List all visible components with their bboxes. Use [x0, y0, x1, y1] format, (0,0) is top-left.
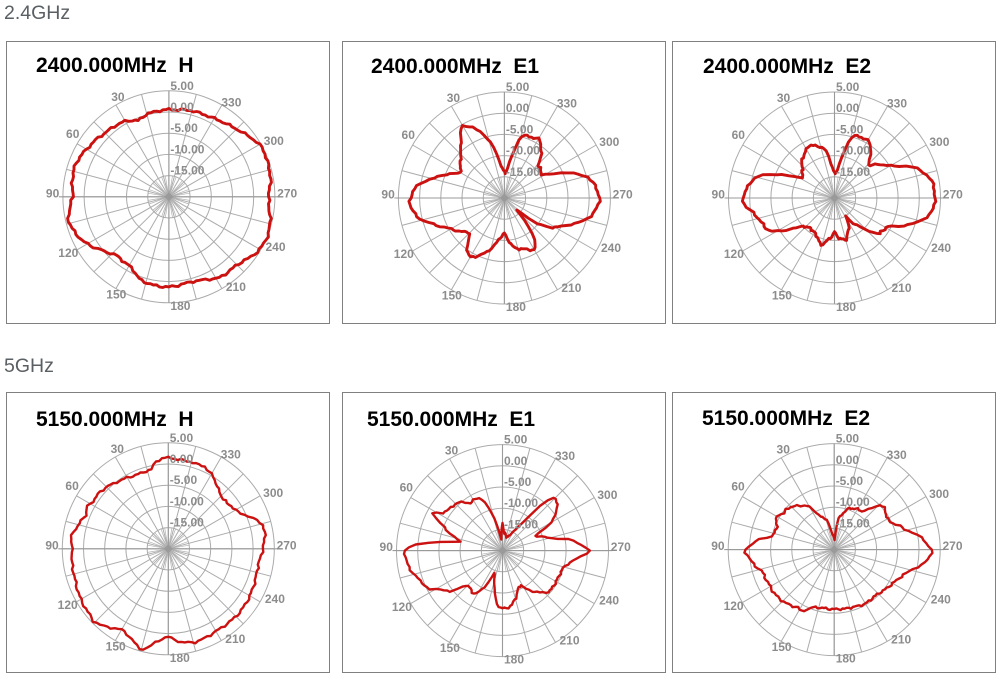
- svg-text:240: 240: [599, 594, 619, 608]
- svg-text:150: 150: [440, 641, 460, 655]
- svg-text:5.00: 5.00: [170, 79, 194, 93]
- svg-text:0.00: 0.00: [836, 101, 860, 115]
- svg-text:240: 240: [931, 241, 951, 255]
- svg-text:270: 270: [277, 538, 297, 552]
- svg-text:330: 330: [221, 95, 241, 109]
- svg-text:-10.00: -10.00: [170, 142, 204, 156]
- svg-text:5.00: 5.00: [170, 431, 194, 445]
- svg-text:300: 300: [929, 487, 949, 501]
- svg-text:90: 90: [711, 539, 725, 553]
- svg-text:150: 150: [442, 289, 462, 303]
- svg-text:180: 180: [170, 651, 190, 665]
- svg-text:-15.00: -15.00: [170, 516, 204, 530]
- svg-text:60: 60: [402, 128, 416, 142]
- svg-text:300: 300: [264, 134, 284, 148]
- svg-text:30: 30: [447, 91, 461, 105]
- svg-text:240: 240: [265, 592, 285, 606]
- svg-text:-10.00: -10.00: [504, 496, 538, 510]
- svg-text:180: 180: [836, 300, 856, 314]
- svg-text:60: 60: [66, 127, 80, 141]
- svg-text:240: 240: [931, 593, 951, 607]
- svg-text:-10.00: -10.00: [836, 495, 870, 509]
- svg-text:330: 330: [221, 447, 241, 461]
- svg-text:300: 300: [599, 135, 619, 149]
- svg-text:300: 300: [929, 135, 949, 149]
- svg-text:-5.00: -5.00: [506, 122, 534, 136]
- svg-text:30: 30: [445, 444, 459, 458]
- svg-text:-15.00: -15.00: [836, 516, 870, 530]
- svg-text:-5.00: -5.00: [170, 121, 198, 135]
- svg-text:270: 270: [611, 540, 631, 554]
- svg-text:90: 90: [712, 188, 726, 202]
- svg-text:-15.00: -15.00: [504, 517, 538, 531]
- svg-text:330: 330: [555, 449, 575, 463]
- svg-text:-15.00: -15.00: [506, 165, 540, 179]
- svg-text:120: 120: [392, 600, 412, 614]
- svg-text:210: 210: [891, 281, 911, 295]
- svg-text:60: 60: [732, 128, 746, 142]
- svg-text:-5.00: -5.00: [170, 473, 198, 487]
- svg-text:210: 210: [225, 632, 245, 646]
- svg-text:180: 180: [506, 300, 526, 314]
- svg-text:90: 90: [45, 538, 59, 552]
- svg-text:150: 150: [772, 640, 792, 654]
- svg-text:30: 30: [111, 442, 125, 456]
- svg-text:150: 150: [772, 289, 792, 303]
- svg-text:330: 330: [887, 97, 907, 111]
- svg-text:270: 270: [277, 186, 297, 200]
- svg-text:60: 60: [400, 481, 414, 495]
- svg-text:150: 150: [106, 287, 126, 301]
- svg-text:30: 30: [777, 91, 791, 105]
- svg-text:5.00: 5.00: [506, 80, 530, 94]
- svg-text:-10.00: -10.00: [836, 144, 870, 158]
- svg-text:120: 120: [58, 598, 78, 612]
- svg-text:180: 180: [170, 299, 190, 313]
- svg-text:30: 30: [111, 90, 125, 104]
- svg-text:180: 180: [836, 652, 856, 666]
- svg-text:-15.00: -15.00: [836, 165, 870, 179]
- svg-text:60: 60: [731, 480, 745, 494]
- svg-text:0.00: 0.00: [170, 452, 194, 466]
- svg-text:90: 90: [380, 540, 394, 554]
- svg-text:-5.00: -5.00: [504, 475, 532, 489]
- svg-text:0.00: 0.00: [504, 454, 528, 468]
- svg-text:300: 300: [597, 488, 617, 502]
- svg-text:-10.00: -10.00: [170, 494, 204, 508]
- svg-text:120: 120: [724, 247, 744, 261]
- svg-text:330: 330: [557, 97, 577, 111]
- svg-text:30: 30: [777, 443, 791, 457]
- svg-text:90: 90: [46, 186, 60, 200]
- svg-text:270: 270: [943, 188, 963, 202]
- svg-text:0.00: 0.00: [170, 100, 194, 114]
- svg-text:120: 120: [58, 246, 78, 260]
- svg-text:-15.00: -15.00: [170, 164, 204, 178]
- svg-text:90: 90: [381, 188, 395, 202]
- svg-text:-10.00: -10.00: [506, 144, 540, 158]
- svg-text:0.00: 0.00: [506, 101, 530, 115]
- svg-text:-5.00: -5.00: [836, 122, 864, 136]
- svg-text:210: 210: [559, 634, 579, 648]
- svg-text:-5.00: -5.00: [836, 474, 864, 488]
- svg-text:330: 330: [887, 448, 907, 462]
- svg-text:0.00: 0.00: [836, 453, 860, 467]
- svg-text:300: 300: [263, 486, 283, 500]
- svg-text:180: 180: [504, 653, 524, 667]
- svg-text:210: 210: [561, 281, 581, 295]
- svg-text:60: 60: [65, 479, 79, 493]
- svg-text:240: 240: [601, 241, 621, 255]
- svg-text:270: 270: [613, 188, 633, 202]
- svg-text:270: 270: [942, 539, 962, 553]
- svg-text:5.00: 5.00: [836, 80, 860, 94]
- svg-text:210: 210: [891, 633, 911, 647]
- svg-text:150: 150: [106, 639, 126, 653]
- svg-text:5.00: 5.00: [836, 432, 860, 446]
- svg-text:240: 240: [265, 240, 285, 254]
- svg-text:5.00: 5.00: [504, 433, 528, 447]
- svg-text:210: 210: [226, 280, 246, 294]
- svg-text:120: 120: [394, 247, 414, 261]
- svg-text:120: 120: [724, 599, 744, 613]
